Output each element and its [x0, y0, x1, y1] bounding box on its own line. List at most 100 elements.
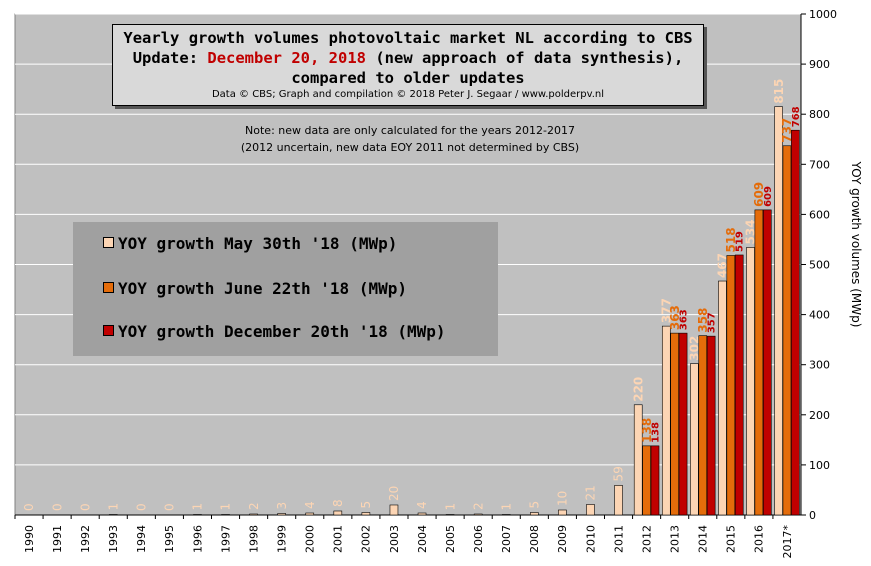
legend-item-june: YOY growth June 22th '18 (MWp) — [103, 279, 407, 298]
x-tick-label: 1993 — [107, 525, 120, 553]
data-label-may: 20 — [387, 486, 401, 501]
note-line-2: (2012 uncertain, new data EOY 2011 not d… — [240, 141, 580, 154]
data-label-may: 0 — [135, 503, 149, 511]
bar-may — [193, 514, 202, 516]
x-tick-label: 2014 — [697, 525, 710, 553]
data-label-june: 609 — [752, 182, 766, 207]
x-tick-label: 2007 — [500, 525, 513, 553]
bar-december — [706, 335, 716, 516]
bar-may — [417, 512, 427, 516]
x-tick-label: 2001 — [332, 525, 345, 553]
bar-may — [586, 504, 595, 516]
bar-may — [746, 247, 755, 516]
bar-may — [774, 106, 783, 516]
legend-item-december: YOY growth December 20th '18 (MWp) — [103, 322, 446, 341]
x-tick-label: 2008 — [528, 525, 541, 553]
bar-december — [762, 209, 772, 516]
bar-may — [661, 325, 671, 516]
y-tick-label: 1000 — [809, 8, 837, 21]
legend-label-may: YOY growth May 30th '18 (MWp) — [118, 234, 398, 253]
legend: YOY growth May 30th '18 (MWp) YOY growth… — [73, 222, 498, 356]
bar-may — [361, 512, 371, 516]
bar-june — [670, 332, 679, 516]
update-date: December 20, 2018 — [207, 49, 366, 67]
data-label-may: 8 — [331, 499, 345, 507]
data-label-december: 519 — [735, 231, 746, 252]
bar-june — [642, 445, 651, 516]
bar-may — [277, 513, 286, 516]
data-label-may: 1 — [499, 503, 513, 511]
data-label-may: 10 — [556, 491, 570, 506]
x-tick-label: 2004 — [416, 525, 429, 553]
data-label-may: 0 — [163, 503, 177, 511]
bar-may — [445, 514, 455, 516]
subtitle-suffix: (new approach of data synthesis), — [366, 49, 684, 67]
y-tick-label: 0 — [809, 509, 816, 522]
data-label-may: 0 — [78, 503, 92, 511]
bar-may — [501, 514, 511, 516]
x-tick-label: 1991 — [51, 525, 64, 553]
y-tick-label: 700 — [809, 158, 830, 171]
x-tick-label: 2003 — [388, 525, 401, 553]
data-label-may: 5 — [359, 501, 373, 509]
data-label-may: 1 — [443, 503, 457, 511]
legend-swatch-june — [103, 282, 114, 293]
bar-june — [698, 335, 708, 516]
y-tick-label: 800 — [809, 108, 830, 121]
data-label-may: 3 — [275, 502, 289, 510]
data-label-may: 2 — [247, 502, 261, 510]
data-label-may: 1 — [191, 503, 205, 511]
y-tick-label: 300 — [809, 359, 830, 372]
data-label-may: 377 — [659, 298, 673, 323]
legend-label-june: YOY growth June 22th '18 (MWp) — [118, 279, 407, 298]
x-tick-label: 2013 — [669, 525, 682, 553]
bar-may — [249, 513, 258, 516]
x-tick-label: 2015 — [725, 525, 738, 553]
bar-december — [650, 445, 660, 516]
x-tick-label: 1992 — [79, 525, 92, 553]
x-tick-label: 1999 — [276, 525, 289, 553]
data-label-may: 5 — [528, 501, 542, 509]
data-label-june: 737 — [780, 118, 794, 143]
x-tick-label: 2017* — [781, 525, 794, 559]
x-tick-label: 1998 — [247, 525, 260, 553]
data-label-may: 21 — [584, 485, 598, 500]
y-tick-label: 500 — [809, 259, 830, 272]
note-line-1: Note: new data are only calculated for t… — [245, 124, 575, 137]
legend-item-may: YOY growth May 30th '18 (MWp) — [103, 234, 397, 253]
x-tick-label: 2000 — [304, 525, 317, 553]
y-tick-label: 400 — [809, 309, 830, 322]
bar-may — [530, 512, 539, 516]
data-label-may: 534 — [744, 219, 758, 244]
data-label-may: 4 — [415, 501, 429, 509]
data-label-may: 0 — [50, 503, 64, 511]
bar-december — [678, 332, 688, 516]
data-label-december: 609 — [763, 186, 774, 207]
data-label-june: 363 — [668, 305, 682, 330]
data-label-may: 59 — [612, 466, 626, 481]
data-label-december: 357 — [707, 312, 718, 333]
bar-may — [558, 509, 567, 516]
y-tick-label: 100 — [809, 459, 830, 472]
data-label-may: 467 — [716, 253, 730, 278]
data-label-december: 138 — [651, 422, 662, 443]
bar-may — [614, 485, 623, 516]
data-label-may: 302 — [688, 336, 702, 361]
x-tick-label: 1997 — [219, 525, 232, 553]
chart-subtitle: Update: December 20, 2018 (new approach … — [113, 48, 703, 68]
legend-swatch-may — [103, 237, 114, 248]
bar-may — [333, 510, 343, 516]
chart-title: Yearly growth volumes photovoltaic marke… — [123, 29, 693, 47]
x-tick-label: 2010 — [584, 525, 597, 553]
x-tick-label: 2016 — [753, 525, 766, 553]
y-axis-label: YOY growth volumes (MWp) — [849, 161, 863, 328]
x-tick-label: 2009 — [556, 525, 569, 553]
data-label-december: 768 — [791, 106, 802, 127]
x-tick-label: 1995 — [163, 525, 176, 553]
bar-may — [221, 514, 230, 516]
data-label-may: 815 — [772, 79, 786, 104]
x-tick-label: 2005 — [444, 525, 457, 553]
bar-december — [734, 254, 744, 516]
bar-may — [473, 513, 483, 516]
bar-june — [754, 209, 764, 516]
